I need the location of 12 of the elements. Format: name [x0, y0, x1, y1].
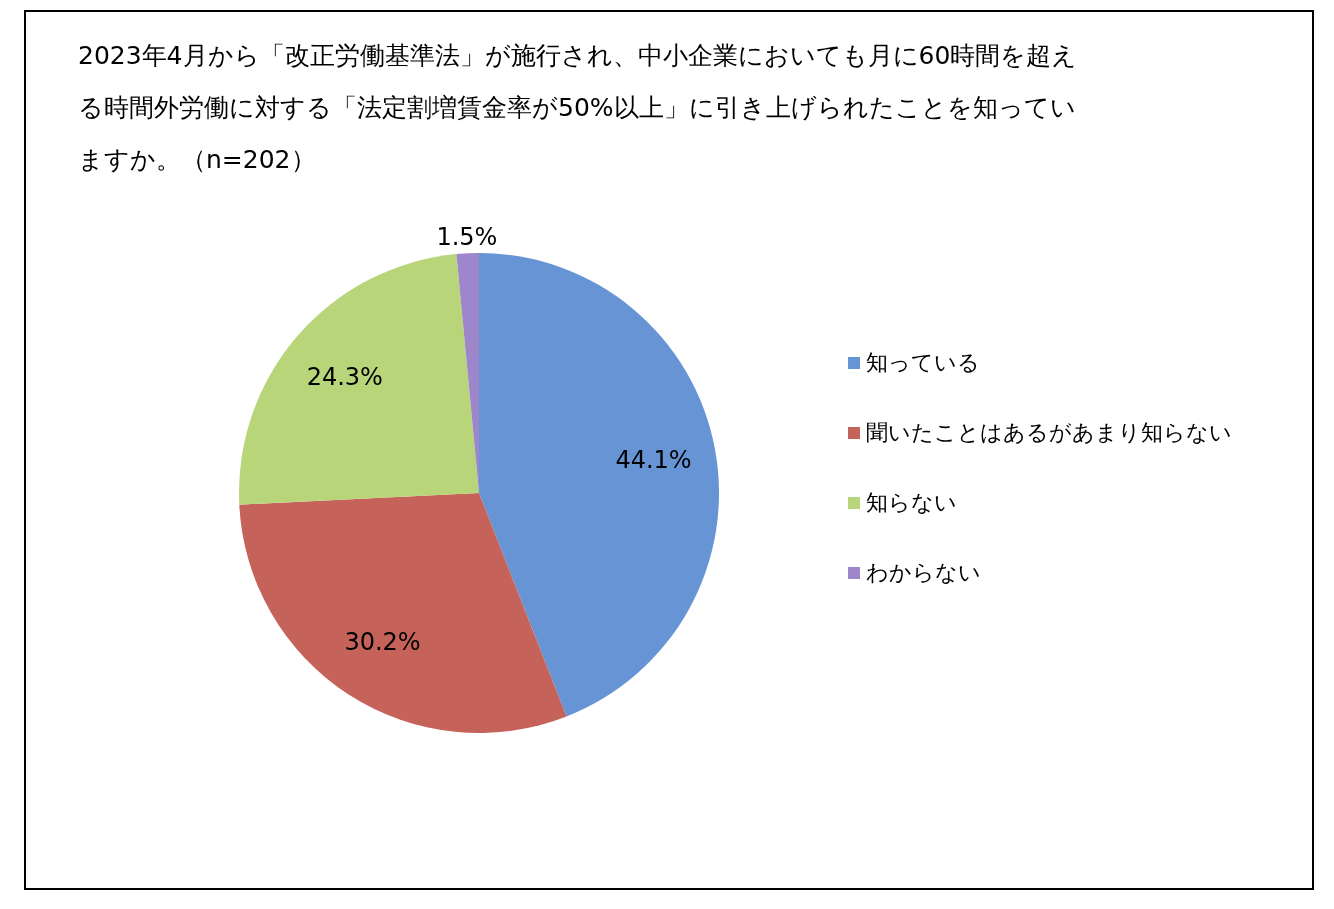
legend-label: 知っている: [866, 349, 980, 377]
pie-slice: [239, 493, 567, 733]
data-label: 1.5%: [436, 223, 498, 252]
data-label: 44.1%: [615, 446, 692, 475]
data-label: 24.3%: [306, 362, 383, 391]
legend-label: 知らない: [866, 489, 957, 517]
data-label: 30.2%: [344, 628, 421, 657]
chart-title: 2023年4月から「改正労働基準法」が施行され、中小企業においても月に60時間を超える時間外労働に対する「法定割増賃金率が50%以上」に引き上げられたことを知っていますか。（n=202）: [78, 40, 1079, 176]
pie-slice: [239, 254, 479, 505]
pie-slice: [479, 253, 719, 717]
legend-label: 聞いたことはあるがあまり知らない: [866, 419, 1232, 447]
legend-label: わからない: [866, 559, 981, 587]
